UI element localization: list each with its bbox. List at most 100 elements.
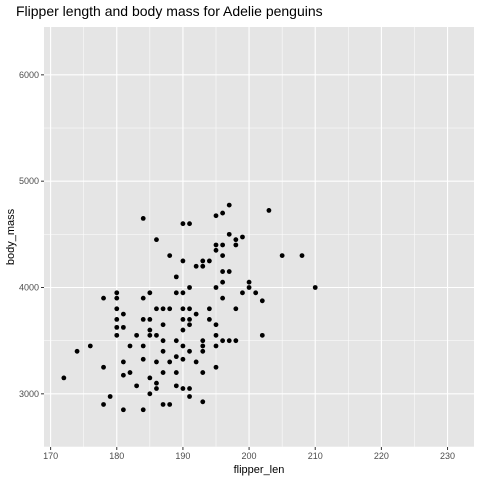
data-point — [220, 210, 226, 216]
data-point — [120, 359, 126, 365]
x-axis-title: flipper_len — [234, 464, 285, 476]
data-point — [200, 343, 206, 349]
x-tick-label: 190 — [175, 451, 190, 461]
data-point — [154, 332, 159, 338]
data-point — [173, 338, 179, 344]
data-point — [240, 234, 245, 240]
data-point — [114, 295, 120, 301]
data-point — [233, 338, 239, 344]
data-point — [213, 247, 219, 253]
y-axis-ticks: 3000 4000 5000 6000 — [19, 70, 44, 399]
data-point — [101, 402, 106, 407]
x-axis-ticks: 170 180 190 200 210 220 230 — [43, 447, 455, 461]
data-point — [279, 253, 285, 259]
data-point — [160, 338, 166, 344]
data-point — [259, 332, 265, 338]
data-point — [140, 356, 146, 362]
data-point — [140, 295, 146, 301]
data-point — [259, 298, 265, 304]
data-point — [200, 263, 206, 269]
plot-panel — [44, 27, 474, 447]
data-point — [213, 242, 219, 248]
data-point — [220, 242, 226, 248]
data-point — [220, 338, 226, 344]
data-point — [160, 306, 166, 312]
data-point — [114, 306, 120, 312]
data-point — [246, 285, 252, 290]
data-point — [154, 386, 159, 391]
data-point — [226, 338, 232, 344]
data-point — [213, 285, 219, 290]
x-tick-label: 230 — [440, 451, 455, 461]
data-point — [147, 327, 153, 333]
data-point — [180, 258, 186, 264]
data-point — [120, 324, 126, 330]
data-point — [120, 372, 126, 378]
data-point — [173, 383, 179, 389]
data-point — [167, 253, 173, 259]
chart-title: Flipper length and body mass for Adelie … — [16, 3, 323, 19]
data-point — [180, 290, 186, 296]
data-point — [187, 394, 192, 399]
data-point — [147, 332, 153, 338]
data-point — [200, 370, 206, 375]
data-point — [160, 402, 166, 407]
data-point — [154, 359, 159, 365]
data-point — [226, 269, 232, 274]
data-point — [114, 290, 120, 296]
data-point — [193, 359, 199, 365]
data-point — [147, 375, 153, 381]
data-point — [167, 306, 173, 312]
data-point — [240, 290, 245, 296]
data-point — [206, 258, 212, 264]
data-point — [226, 202, 232, 208]
data-point — [140, 343, 146, 349]
data-point — [246, 279, 252, 285]
data-point — [154, 237, 159, 243]
data-point — [187, 306, 192, 312]
data-point — [147, 290, 153, 296]
data-point — [200, 348, 206, 354]
data-point — [160, 370, 166, 375]
data-point — [312, 285, 318, 290]
data-point — [101, 364, 106, 370]
data-point — [253, 290, 259, 296]
data-point — [187, 221, 192, 227]
data-point — [213, 213, 219, 219]
data-point — [114, 324, 120, 330]
data-point — [206, 306, 212, 312]
data-point — [140, 317, 146, 322]
data-point — [220, 279, 226, 285]
data-point — [187, 317, 192, 322]
y-axis-title: body_mass — [5, 208, 17, 265]
data-point — [220, 269, 226, 274]
data-point — [114, 332, 120, 338]
data-point — [120, 311, 126, 317]
data-point — [180, 327, 186, 333]
data-point — [154, 380, 159, 386]
data-point — [180, 317, 186, 322]
data-point — [220, 295, 226, 301]
data-point — [200, 258, 206, 264]
x-tick-label: 220 — [374, 451, 389, 461]
data-point — [74, 348, 80, 354]
minor-grid — [44, 27, 474, 448]
data-point — [187, 322, 192, 328]
data-point — [134, 383, 140, 389]
data-point — [266, 208, 272, 213]
data-point — [114, 317, 120, 322]
data-point — [220, 253, 226, 259]
data-point — [127, 370, 133, 375]
data-point — [193, 311, 199, 317]
data-points — [61, 202, 318, 413]
data-point — [233, 306, 239, 312]
x-tick-label: 210 — [308, 451, 323, 461]
data-point — [187, 386, 192, 391]
x-tick-label: 170 — [43, 451, 58, 461]
y-tick-label: 4000 — [19, 283, 39, 293]
data-point — [140, 215, 146, 221]
data-point — [233, 242, 239, 248]
data-point — [226, 231, 232, 237]
data-point — [140, 407, 146, 413]
